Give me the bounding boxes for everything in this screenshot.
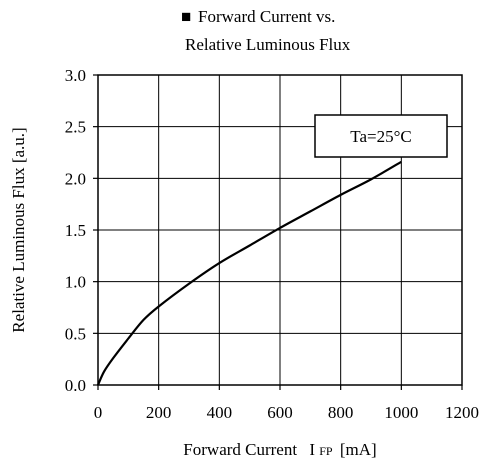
y-tick-label: 2.5: [65, 118, 86, 137]
x-tick-label: 400: [207, 403, 233, 422]
x-tick-label: 200: [146, 403, 172, 422]
x-axis-label: Forward Current I FP [mA]: [183, 440, 376, 459]
x-axis-label-subscript: FP: [319, 444, 333, 458]
title-line-2: Relative Luminous Flux: [185, 35, 351, 54]
y-axis-label: Relative Luminous Flux [a.u.]: [9, 127, 28, 332]
x-tick-label: 0: [94, 403, 103, 422]
series-line: [96, 160, 402, 386]
title-marker: ■: [181, 7, 191, 26]
y-axis-ticks: 0.0 0.5 1.0 1.5 2.0 2.5 3.0: [65, 66, 98, 395]
y-tick-label: 0.0: [65, 376, 86, 395]
y-tick-label: 1.5: [65, 221, 86, 240]
x-axis-label-main: Forward Current: [183, 440, 297, 459]
x-axis-ticks: 0 200 400 600 800 1000 1200: [94, 385, 479, 422]
annotation-frame: [314, 114, 448, 158]
y-tick-label: 1.0: [65, 273, 86, 292]
y-tick-label: 0.5: [65, 324, 86, 343]
chart-title: ■ Forward Current vs. Relative Luminous …: [181, 7, 351, 54]
x-tick-label: 1200: [445, 403, 479, 422]
x-axis-label-symbol: I: [309, 440, 315, 459]
title-line-1: Forward Current vs.: [198, 7, 335, 26]
x-axis-label-unit: [mA]: [340, 440, 377, 459]
y-tick-label: 3.0: [65, 66, 86, 85]
annotation-box: Ta=25°C: [314, 114, 448, 158]
annotation-text: Ta=25°C: [350, 127, 411, 146]
x-tick-label: 600: [267, 403, 293, 422]
x-tick-label: 1000: [384, 403, 418, 422]
y-tick-label: 2.0: [65, 169, 86, 188]
x-tick-label: 800: [328, 403, 354, 422]
